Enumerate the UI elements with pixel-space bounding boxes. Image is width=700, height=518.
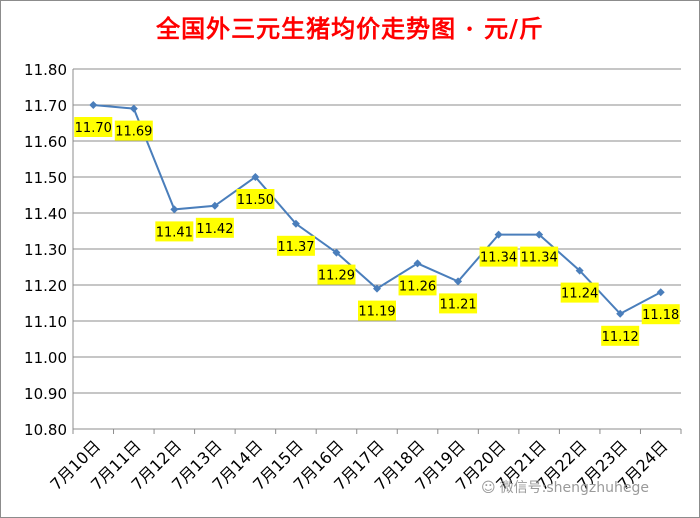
data-point: [251, 173, 260, 181]
data-label-box: [398, 275, 437, 296]
data-point: [373, 284, 381, 293]
watermark: ☺ 微信号:shengzhuhege: [481, 477, 649, 497]
series-line: [93, 104, 662, 316]
data-point: [170, 205, 179, 214]
data-label-box: [114, 120, 153, 141]
data-label: 11.26: [399, 279, 436, 294]
data-label-box: [276, 235, 315, 256]
y-tick-label: 11.40: [24, 205, 67, 223]
y-tick-label: 11.10: [24, 313, 67, 331]
data-label: 11.29: [318, 269, 355, 284]
y-tick-label: 11.50: [24, 169, 67, 187]
data-label-box: [236, 189, 275, 209]
data-point: [129, 104, 138, 113]
data-label: 11.19: [358, 305, 395, 320]
watermark-text: 微信号:shengzhuhege: [499, 480, 649, 496]
data-label-box: [74, 117, 113, 137]
data-label-box: [195, 217, 234, 238]
data-label-box: [358, 300, 396, 321]
data-label: 11.21: [439, 297, 476, 312]
y-tick-label: 11.80: [24, 61, 67, 79]
data-point: [89, 101, 98, 109]
data-label: 11.50: [237, 193, 274, 208]
data-label-box: [155, 221, 194, 242]
y-tick-label: 11.70: [24, 97, 67, 115]
data-label: 11.34: [480, 251, 517, 266]
data-label: 11.24: [561, 287, 598, 302]
y-tick-label: 11.20: [24, 277, 67, 295]
y-tick-label: 10.80: [24, 421, 67, 439]
data-label-box: [601, 325, 640, 346]
data-label: 11.42: [196, 222, 233, 237]
data-label: 11.41: [156, 225, 193, 240]
data-label: 11.18: [642, 308, 679, 323]
data-label: 11.37: [277, 240, 314, 255]
data-point: [332, 248, 341, 257]
data-point: [535, 230, 544, 239]
data-label: 11.12: [602, 330, 639, 345]
data-label: 11.70: [75, 121, 112, 136]
y-tick-label: 11.00: [24, 349, 67, 367]
data-label-box: [560, 282, 599, 303]
data-point: [656, 288, 665, 297]
data-label-box: [520, 246, 559, 267]
data-point: [454, 277, 463, 286]
data-point: [413, 259, 422, 268]
data-point: [210, 201, 219, 210]
data-label-box: [479, 246, 518, 267]
data-label-box: [641, 304, 680, 325]
data-point: [575, 266, 584, 275]
data-label: 11.69: [115, 125, 152, 140]
data-point: [616, 309, 625, 318]
data-label-box: [317, 264, 356, 285]
y-tick-label: 11.60: [24, 133, 67, 151]
data-point: [494, 230, 503, 239]
data-label-box: [439, 293, 478, 314]
y-tick-label: 10.90: [24, 385, 67, 403]
chart-title: 全国外三元生猪均价走势图 · 元/斤: [156, 14, 544, 43]
data-label: 11.34: [521, 251, 558, 266]
data-point: [291, 219, 300, 228]
wechat-icon: ☺: [481, 480, 496, 496]
y-tick-label: 11.30: [24, 241, 67, 259]
